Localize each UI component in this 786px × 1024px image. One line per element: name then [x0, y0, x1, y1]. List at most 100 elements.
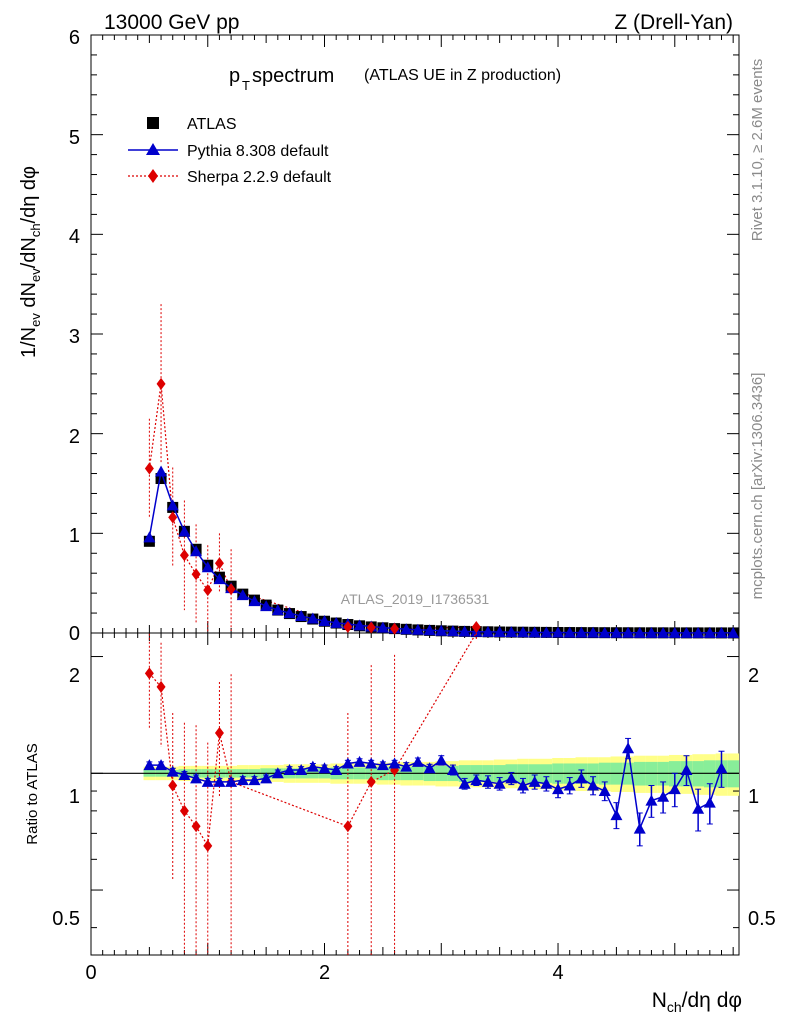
- pythia-point: [715, 626, 728, 638]
- pythia-point: [657, 626, 670, 638]
- sherpa-point: [156, 377, 166, 390]
- pythia-point: [330, 616, 343, 628]
- main-y-tick-label: 1: [69, 525, 80, 547]
- pythia-point: [411, 623, 424, 635]
- pythia-point: [306, 612, 319, 624]
- ratio-pythia-point: [552, 783, 565, 795]
- sherpa-point: [366, 621, 376, 634]
- ratio-pythia-point: [435, 754, 448, 766]
- pythia-point: [423, 624, 436, 636]
- ratio-pythia-point: [458, 777, 471, 789]
- sherpa-point: [144, 462, 154, 475]
- pythia-point: [692, 626, 705, 638]
- sherpa-point: [168, 511, 178, 524]
- ratio-pythia-point: [692, 802, 705, 814]
- ratio-pythia-point: [353, 755, 366, 767]
- legend-label-sherpa: Sherpa 2.2.9 default: [187, 169, 332, 186]
- ratio-y-tick-label: 2: [69, 665, 80, 687]
- ratio-pythia-point: [493, 777, 506, 789]
- sherpa-point: [191, 568, 201, 581]
- sherpa-point: [203, 584, 213, 597]
- legend-marker-sherpa: [148, 169, 158, 183]
- sherpa-point: [226, 583, 236, 596]
- ratio-pythia-point: [376, 759, 389, 771]
- pythia-line: [148, 468, 734, 634]
- ratio-sherpa-point: [366, 775, 376, 788]
- pythia-point: [727, 626, 740, 638]
- ratio-pythia-point: [248, 774, 261, 786]
- x-tick-label: 4: [552, 962, 563, 984]
- main-y-tick-labels: 0 1 2 3 4 5 6: [69, 27, 80, 645]
- ratio-pythia-point: [271, 767, 284, 779]
- mcplots-label: mcplots.cern.ch [arXiv:1306.3436]: [749, 373, 766, 600]
- ratio-pythia-point: [633, 822, 646, 834]
- pythia-point: [540, 626, 553, 638]
- pythia-point: [190, 545, 203, 557]
- x-tick-label: 2: [319, 962, 330, 984]
- legend: ATLAS Pythia 8.308 default Sherpa 2.2.9 …: [128, 116, 332, 186]
- pythia-point: [166, 499, 179, 511]
- sherpa-point: [390, 622, 400, 635]
- ratio-sherpa-point: [191, 820, 201, 833]
- ratio-pythia-point: [411, 755, 424, 767]
- ratio-pythia-point: [306, 760, 319, 772]
- ratio-pythia-point: [715, 762, 728, 774]
- main-y-tick-label: 2: [69, 426, 80, 448]
- pythia-point: [587, 626, 600, 638]
- pythia-point: [668, 626, 681, 638]
- ratio-pythia-point: [260, 772, 273, 784]
- ratio-pythia-point: [703, 796, 716, 808]
- pythia-point: [575, 626, 588, 638]
- pythia-point: [283, 607, 296, 619]
- main-y-tick-label: 4: [69, 226, 80, 248]
- ratio-pythia-point: [528, 775, 541, 787]
- ratio-y-tick-label: 1: [69, 786, 80, 808]
- ratio-sherpa-point: [343, 820, 353, 833]
- pythia-point: [517, 626, 529, 638]
- pythia-point: [271, 604, 284, 616]
- pythia-point: [155, 465, 168, 477]
- ratio-y-tick-label-right: 0.5: [748, 908, 776, 930]
- pythia-point: [458, 625, 471, 637]
- pythia-point: [213, 573, 226, 585]
- ratio-plot-frame: [90, 632, 740, 956]
- title-word: spectrum: [252, 65, 334, 87]
- legend-label-atlas: ATLAS: [187, 116, 237, 133]
- main-y-axis-label: 1/Nev dNev/dNch/dη dφ: [18, 166, 43, 358]
- sherpa-point: [179, 549, 189, 562]
- x-tick-labels: 0 2 4: [85, 962, 563, 984]
- pythia-point: [143, 531, 156, 543]
- ratio-pythia-point: [318, 762, 331, 774]
- ratio-pythia-point: [400, 760, 413, 772]
- ratio-pythia-point: [423, 762, 436, 774]
- ratio-uncertainty-bands: [91, 753, 739, 796]
- ratio-pythia-point: [283, 763, 296, 775]
- ratio-pythia-point: [365, 757, 378, 769]
- ratio-pythia-point: [540, 777, 553, 789]
- main-y-tick-label: 3: [69, 326, 80, 348]
- atlas-point: [155, 473, 167, 485]
- pythia-point: [446, 625, 459, 637]
- ratio-y-tick-label-right: 1: [748, 786, 759, 808]
- pythia-point: [505, 626, 518, 638]
- pythia-point: [178, 525, 191, 537]
- ratio-pythia-point: [645, 794, 658, 806]
- pythia-point: [376, 621, 389, 633]
- ratio-pythia-point: [680, 763, 693, 775]
- ratio-pythia-point: [610, 809, 623, 821]
- main-series-layer: [143, 304, 740, 639]
- pythia-point: [201, 561, 214, 573]
- pythia-point: [528, 626, 541, 638]
- pythia-point: [633, 626, 646, 638]
- legend-marker-pythia: [146, 143, 160, 155]
- ratio-pythia-point: [190, 772, 203, 784]
- energy-label: 13000 GeV pp: [104, 11, 239, 34]
- sherpa-point: [343, 621, 353, 634]
- pythia-point: [610, 626, 623, 638]
- pythia-point: [622, 626, 635, 638]
- ratio-pythia-point: [505, 772, 518, 784]
- ratio-pythia-point: [563, 779, 576, 791]
- pythia-point: [703, 626, 716, 638]
- pythia-point: [318, 615, 331, 627]
- ratio-pythia-point: [201, 775, 214, 787]
